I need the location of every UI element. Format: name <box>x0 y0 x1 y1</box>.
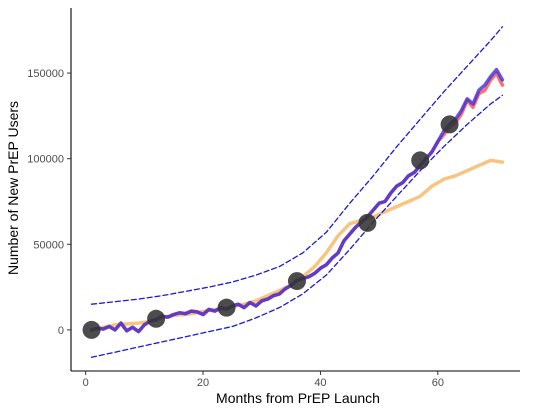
series-line-3 <box>90 26 504 305</box>
series-line-4 <box>90 94 504 358</box>
x-tick-label-3: 60 <box>432 377 444 389</box>
x-tick-label-0: 0 <box>83 377 89 389</box>
y-tick-label-2: 100000 <box>27 154 64 166</box>
x-axis-title: Months from PrEP Launch <box>216 390 380 406</box>
y-tick-label-1: 50000 <box>33 239 64 251</box>
data-point-6 <box>440 115 459 134</box>
x-tick-label-1: 20 <box>197 377 209 389</box>
data-point-1 <box>147 309 166 328</box>
data-point-2 <box>217 298 236 317</box>
y-tick-label-0: 0 <box>58 325 64 337</box>
y-axis-title: Number of New PrEP Users <box>5 101 21 275</box>
data-point-0 <box>82 320 101 339</box>
data-point-5 <box>411 151 430 170</box>
plot-area <box>82 26 505 358</box>
x-tick-label-2: 40 <box>314 377 326 389</box>
y-tick-label-3: 150000 <box>27 68 64 80</box>
axes: 0 20 40 60 0 50000 100000 150000 <box>27 8 520 389</box>
data-point-3 <box>287 272 306 291</box>
data-point-4 <box>358 213 377 232</box>
